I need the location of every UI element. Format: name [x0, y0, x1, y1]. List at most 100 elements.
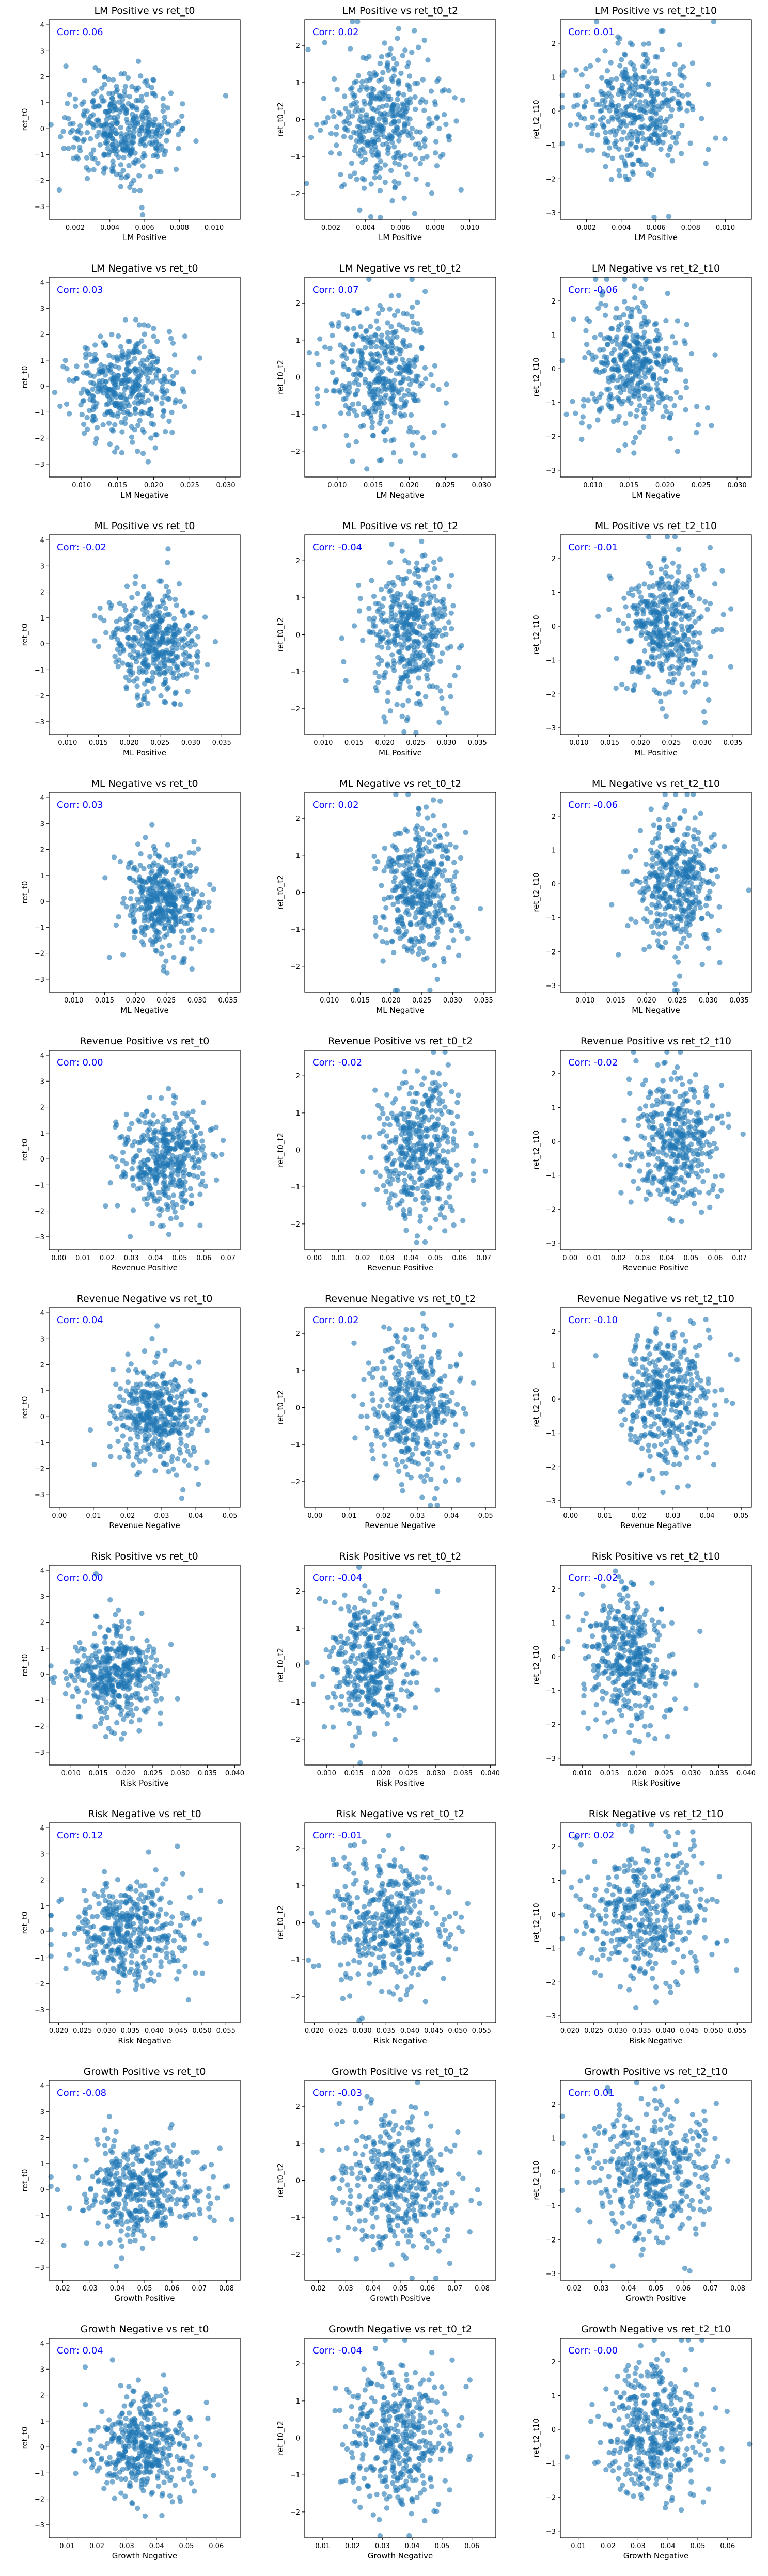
scatter-point — [392, 874, 398, 881]
scatter-point — [653, 624, 659, 630]
scatter-point — [128, 662, 134, 668]
scatter-point — [633, 91, 639, 97]
chart-title: ML Positive vs ret_t0 — [94, 520, 195, 532]
scatter-point — [380, 958, 386, 964]
scatter-point — [392, 130, 398, 136]
scatter-point — [141, 612, 147, 617]
scatter-panel: 0.010 0.015 0.020 0.025 0.030 0.035 −2 −1 0 1 2 ML … — [256, 515, 511, 773]
scatter-point — [394, 61, 400, 67]
scatter-point — [141, 693, 147, 699]
scatter-point — [456, 952, 462, 958]
scatter-point — [669, 592, 675, 597]
scatter-point — [686, 616, 692, 622]
scatter-point — [136, 366, 142, 372]
scatter-point — [373, 128, 379, 134]
scatter-point — [656, 400, 662, 406]
x-tick-label: 0.025 — [156, 997, 176, 1005]
scatter-point — [178, 853, 183, 860]
scatter-point — [140, 362, 147, 369]
scatter-point — [157, 891, 163, 896]
scatter-point — [377, 303, 383, 308]
scatter-point — [165, 685, 171, 691]
y-tick-label: −3 — [35, 203, 44, 211]
scatter-point — [163, 699, 168, 705]
scatter-point — [377, 174, 383, 180]
scatter-point — [177, 862, 182, 868]
scatter-point — [179, 113, 185, 119]
scatter-point — [398, 396, 404, 402]
scatter-point — [431, 606, 437, 612]
scatter-point — [424, 866, 430, 872]
scatter-point — [649, 92, 654, 99]
scatter-point — [433, 139, 439, 145]
axes-frame — [304, 277, 496, 478]
scatter-point — [666, 415, 672, 420]
scatter-point — [432, 873, 437, 879]
scatter-point — [716, 928, 722, 933]
scatter-point — [663, 353, 669, 359]
scatter-point — [413, 450, 418, 456]
scatter-point — [415, 321, 420, 327]
scatter-point — [658, 28, 664, 34]
scatter-point — [635, 115, 641, 120]
scatter-point — [624, 374, 631, 379]
scatter-point — [368, 100, 373, 105]
scatter-point — [390, 103, 396, 108]
scatter-point — [140, 368, 146, 374]
scatter-point — [202, 614, 208, 620]
scatter-point — [416, 44, 421, 50]
x-tick-label: 0.006 — [646, 224, 665, 232]
scatter-point — [396, 78, 402, 84]
scatter-point — [722, 844, 727, 850]
scatter-point — [382, 180, 388, 185]
scatter-point — [134, 896, 140, 902]
scatter-point — [443, 400, 449, 406]
scatter-point — [668, 144, 673, 150]
scatter-point — [593, 19, 600, 25]
scatter-point — [356, 108, 362, 114]
scatter-point — [674, 863, 680, 869]
scatter-point — [405, 637, 411, 643]
scatter-point — [404, 603, 411, 609]
scatter-point — [632, 391, 637, 396]
scatter-point — [374, 108, 380, 114]
scatter-point — [95, 425, 100, 431]
scatter-point — [649, 902, 655, 908]
scatter-point — [706, 945, 712, 951]
scatter-point — [189, 610, 195, 616]
scatter-point — [419, 925, 425, 931]
scatter-point — [677, 665, 682, 672]
scatter-point — [600, 289, 606, 295]
scatter-point — [609, 85, 615, 91]
scatter-point — [669, 611, 675, 617]
scatter-point — [193, 626, 198, 631]
y-tick-label: 0 — [296, 632, 300, 640]
scatter-point — [173, 689, 179, 695]
scatter-point — [649, 406, 655, 412]
scatter-point — [622, 69, 628, 75]
scatter-point — [384, 426, 389, 432]
scatter-point — [153, 138, 159, 144]
scatter-point — [662, 609, 668, 614]
scatter-point — [357, 87, 363, 93]
y-tick-label: 0 — [552, 365, 556, 373]
scatter-point — [379, 54, 385, 60]
scatter-point — [134, 683, 140, 689]
scatter-point — [618, 108, 624, 114]
scatter-point — [88, 151, 94, 157]
scatter-point — [52, 390, 58, 395]
scatter-point — [124, 366, 130, 372]
scatter-point — [182, 613, 187, 618]
scatter-point — [686, 574, 692, 580]
scatter-point — [660, 140, 666, 146]
scatter-point — [640, 300, 646, 306]
scatter-point — [685, 642, 691, 647]
scatter-point — [697, 905, 703, 911]
scatter-point — [370, 395, 375, 401]
scatter-point — [343, 395, 349, 402]
scatter-point — [709, 423, 714, 428]
scatter-point — [647, 345, 653, 351]
scatter-point — [654, 381, 660, 387]
scatter-point — [651, 167, 657, 172]
